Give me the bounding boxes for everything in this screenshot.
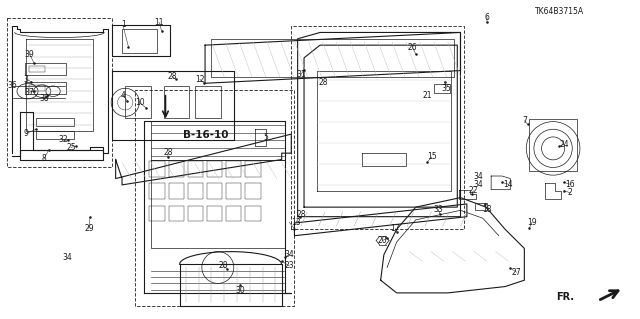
Bar <box>150 205 165 221</box>
Bar <box>226 205 241 221</box>
Text: 31: 31 <box>296 70 306 79</box>
Bar <box>188 205 203 221</box>
Bar <box>125 86 151 118</box>
Text: 32: 32 <box>58 135 68 144</box>
Bar <box>245 183 260 199</box>
Text: TK64B3715A: TK64B3715A <box>535 7 584 16</box>
Text: 19: 19 <box>527 218 537 227</box>
Text: 4: 4 <box>121 91 125 100</box>
Bar <box>150 183 165 199</box>
Text: 34: 34 <box>63 253 72 262</box>
Text: 15: 15 <box>427 152 436 161</box>
Text: 24: 24 <box>559 140 569 149</box>
Text: 16: 16 <box>566 180 575 189</box>
Text: 38: 38 <box>39 94 49 103</box>
Bar <box>474 203 487 210</box>
Bar <box>36 131 74 139</box>
Text: 25: 25 <box>66 143 76 152</box>
Bar <box>226 161 241 177</box>
Text: 6: 6 <box>485 13 490 22</box>
Bar <box>207 161 222 177</box>
Text: 35: 35 <box>442 84 451 93</box>
Text: 12: 12 <box>195 75 205 84</box>
Text: 23: 23 <box>285 261 294 271</box>
Bar <box>150 161 165 177</box>
Text: 5: 5 <box>263 133 268 142</box>
Bar <box>207 183 222 199</box>
Text: 1: 1 <box>121 20 125 29</box>
Text: 28: 28 <box>319 78 328 87</box>
Bar <box>29 66 45 71</box>
Text: 29: 29 <box>84 224 93 233</box>
Text: 11: 11 <box>154 18 164 27</box>
Text: FR.: FR. <box>556 292 574 302</box>
Bar <box>188 183 203 199</box>
Text: 28: 28 <box>218 261 228 271</box>
Text: 8: 8 <box>42 154 47 163</box>
Text: 14: 14 <box>504 180 513 189</box>
Text: 17: 17 <box>390 224 400 233</box>
Bar <box>169 183 184 199</box>
Text: 9: 9 <box>24 129 29 138</box>
Bar <box>188 161 203 177</box>
Bar <box>29 85 45 91</box>
Bar <box>169 205 184 221</box>
Bar <box>434 84 450 93</box>
Text: 36: 36 <box>7 81 17 90</box>
Text: 28: 28 <box>163 148 173 157</box>
Text: 34: 34 <box>474 180 483 189</box>
Text: 39: 39 <box>24 49 35 59</box>
Text: 2: 2 <box>568 188 573 197</box>
Bar <box>169 161 184 177</box>
Bar <box>122 29 157 53</box>
Text: 37: 37 <box>24 88 35 97</box>
Text: 7: 7 <box>522 116 527 125</box>
Text: B-16-10: B-16-10 <box>182 130 228 140</box>
Text: 3: 3 <box>24 75 29 84</box>
Text: 28: 28 <box>167 72 177 81</box>
Text: 34: 34 <box>284 250 294 259</box>
Bar <box>245 161 260 177</box>
Text: 27: 27 <box>512 268 522 277</box>
Text: 28: 28 <box>296 210 305 219</box>
Text: 20: 20 <box>378 236 387 245</box>
Text: 13: 13 <box>291 218 301 227</box>
Bar <box>226 183 241 199</box>
Text: 33: 33 <box>433 205 443 214</box>
Text: 21: 21 <box>422 91 432 100</box>
Text: 22: 22 <box>468 186 478 195</box>
Bar <box>207 205 222 221</box>
Text: 18: 18 <box>483 205 492 214</box>
Bar <box>211 39 454 77</box>
Text: 34: 34 <box>474 173 483 182</box>
Text: 10: 10 <box>135 99 145 108</box>
Bar <box>36 118 74 126</box>
Bar <box>195 86 221 118</box>
Text: 26: 26 <box>408 43 417 52</box>
Bar <box>245 205 260 221</box>
Text: 30: 30 <box>236 286 245 295</box>
Bar <box>164 86 189 118</box>
